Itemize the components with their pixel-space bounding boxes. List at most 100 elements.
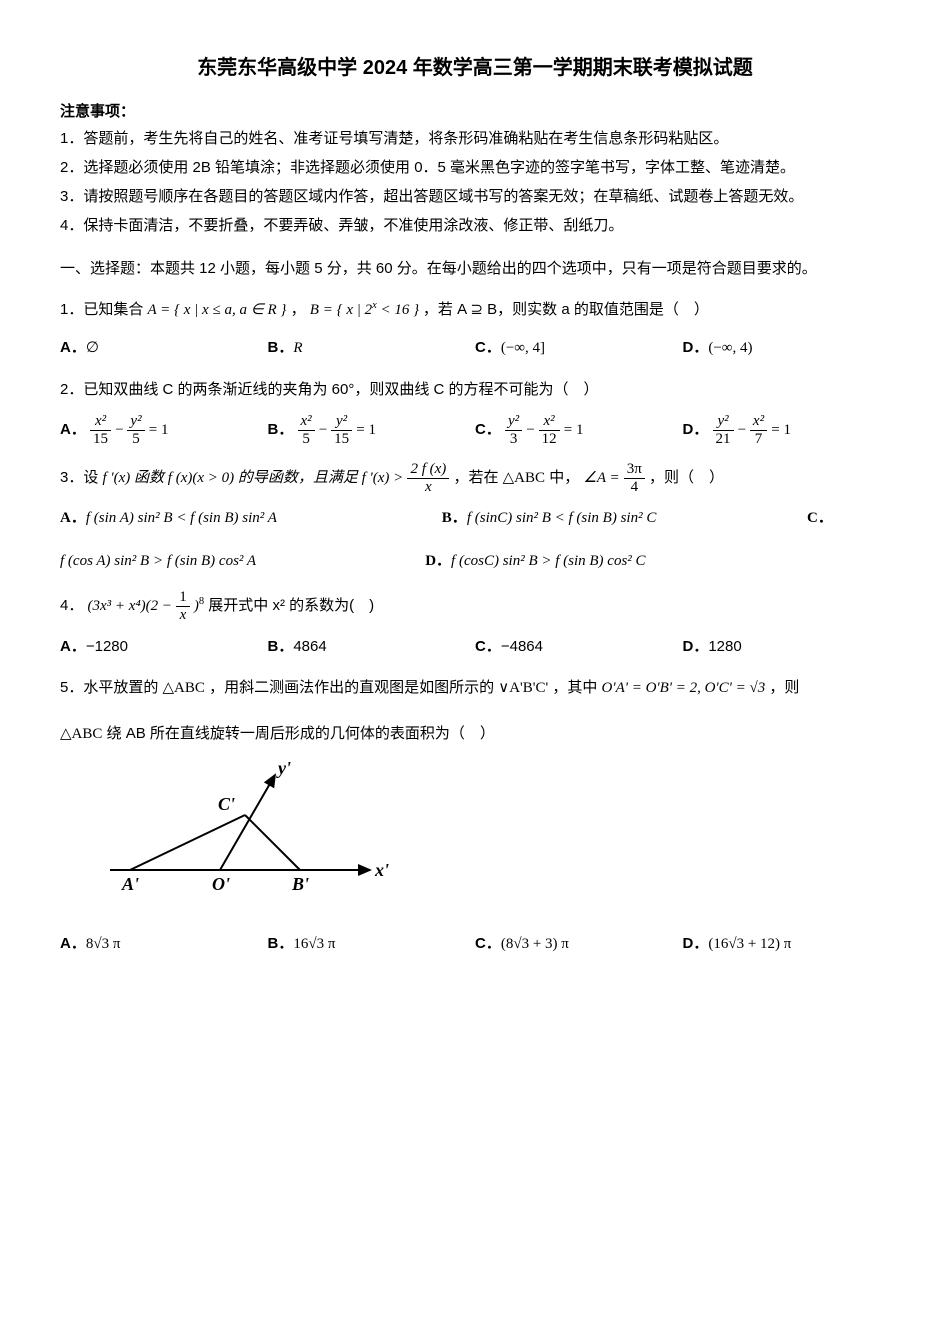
q2C-num1: y² bbox=[505, 413, 522, 431]
q3-pre: 3．设 bbox=[60, 469, 103, 486]
q2C-den2: 12 bbox=[539, 431, 560, 448]
q2-opt-B: B． x²5 − y²15 = 1 bbox=[268, 413, 476, 447]
exam-title: 东莞东华高级中学 2024 年数学高三第一学期期末联考模拟试题 bbox=[60, 50, 890, 86]
q5-D-val: (16√3 + 12) π bbox=[708, 936, 791, 952]
q2A-num2: y² bbox=[127, 413, 144, 431]
q1-C-val: (−∞, 4] bbox=[501, 340, 545, 356]
q5-line2b: 绕 AB 所在直线旋转一周后形成的几何体的表面积为（ ） bbox=[107, 725, 495, 742]
q4-opt-C: C．−4864 bbox=[475, 633, 683, 660]
q5-options: A．8√3 π B．16√3 π C．(8√3 + 3) π D．(16√3 +… bbox=[60, 930, 890, 958]
notice-item: 2．选择题必须使用 2B 铅笔填涂；非选择题必须使用 0．5 毫米黑色字迹的签字… bbox=[60, 154, 890, 181]
q5-opt-A: A．8√3 π bbox=[60, 930, 268, 958]
q1-text: 1．已知集合 bbox=[60, 301, 148, 318]
q5-opt-B: B．16√3 π bbox=[268, 930, 476, 958]
q1-setA: A = { x | x ≤ a, a ∈ R } bbox=[148, 302, 287, 318]
q3-opt-C-label: C． bbox=[807, 505, 890, 532]
q1-opt-C: C．(−∞, 4] bbox=[475, 334, 683, 362]
q3-angle-l: ∠A = bbox=[583, 470, 619, 486]
q5-mid2: ，其中 bbox=[552, 679, 601, 696]
q3-opt-B: B．f (sinC) sin² B < f (sin B) sin² C bbox=[442, 505, 807, 532]
q4-pre: 4． bbox=[60, 597, 83, 614]
q2-opt-A: A． x²15 − y²5 = 1 bbox=[60, 413, 268, 447]
q5-opt-C: C．(8√3 + 3) π bbox=[475, 930, 683, 958]
question-4: 4． (3x³ + x⁴)(2 − 1x )8 展开式中 x² 的系数为( ) bbox=[60, 589, 890, 623]
q2A-den2: 5 bbox=[127, 431, 144, 448]
q3-opt-D: D．f (cosC) sin² B > f (sin B) cos² C bbox=[425, 548, 890, 575]
q2-opt-D: D． y²21 − x²7 = 1 bbox=[683, 413, 891, 447]
notice-item: 3．请按照题号顺序在各题目的答题区域内作答，超出答题区域书写的答案无效；在草稿纸… bbox=[60, 183, 890, 210]
q4-opt-B: B．4864 bbox=[268, 633, 476, 660]
q3-options-row2: f (cos A) sin² B > f (sin B) cos² A D．f … bbox=[60, 548, 890, 575]
q3-angle-den: 4 bbox=[624, 479, 645, 496]
q1-after: ，若 A ⊇ B，则实数 a 的取值范围是（ ） bbox=[423, 301, 709, 318]
q3-C-lbl: C． bbox=[807, 510, 833, 526]
q1-opt-D: D．(−∞, 4) bbox=[683, 334, 891, 362]
q2B-den2: 15 bbox=[331, 431, 352, 448]
q3-mid2: 中， bbox=[549, 469, 579, 486]
q3-part1: f '(x) 函数 f (x)(x > 0) 的导函数，且满足 bbox=[103, 470, 362, 486]
q5-mid3: ，则 bbox=[769, 679, 799, 696]
q3-angle-num: 3π bbox=[624, 461, 645, 479]
q3-opt-C: f (cos A) sin² B > f (sin B) cos² A bbox=[60, 548, 425, 575]
q3-B-val: f (sinC) sin² B < f (sin B) sin² C bbox=[467, 510, 657, 526]
label-y: y' bbox=[276, 760, 291, 778]
q3-after: ，则（ ） bbox=[649, 469, 724, 486]
q4-C-val: −4864 bbox=[501, 638, 543, 655]
q4-expr-l: (3x³ + x⁴)(2 − bbox=[88, 598, 173, 614]
q5-oa: O'A' = O'B' = 2, O'C' = √3 bbox=[602, 680, 766, 696]
question-5-line2: △ABC 绕 AB 所在直线旋转一周后形成的几何体的表面积为（ ） bbox=[60, 720, 890, 748]
q2C-num2: x² bbox=[539, 413, 560, 431]
q3-opt-A: A．f (sin A) sin² B < f (sin B) sin² A bbox=[60, 505, 442, 532]
q2B-den1: 5 bbox=[298, 431, 315, 448]
q1-D-val: (−∞, 4) bbox=[708, 340, 752, 356]
q5-A-val: 8√3 π bbox=[86, 936, 121, 952]
q1-opt-A: A．∅ bbox=[60, 334, 268, 362]
q2C-den1: 3 bbox=[505, 431, 522, 448]
q2A-den1: 15 bbox=[90, 431, 111, 448]
label-O: O' bbox=[212, 874, 230, 894]
q5-mid1: ，用斜二测画法作出的直观图是如图所示的 bbox=[209, 679, 498, 696]
q3-A-val: f (sin A) sin² B < f (sin B) sin² A bbox=[86, 510, 277, 526]
q1-setB-l: B = { x | 2 bbox=[310, 302, 372, 318]
q5-opt-D: D．(16√3 + 12) π bbox=[683, 930, 891, 958]
q4-B-val: 4864 bbox=[293, 638, 326, 655]
q2-options: A． x²15 − y²5 = 1 B． x²5 − y²15 = 1 C． y… bbox=[60, 413, 890, 447]
q5-diagram: y' x' A' O' B' C' bbox=[100, 760, 890, 920]
q3-options-row1: A．f (sin A) sin² B < f (sin B) sin² A B．… bbox=[60, 505, 890, 532]
label-A: A' bbox=[121, 874, 139, 894]
q4-pow: 8 bbox=[199, 596, 204, 607]
q4-A-val: −1280 bbox=[86, 638, 128, 655]
q2D-den2: 7 bbox=[750, 431, 767, 448]
q5-pre: 5．水平放置的 bbox=[60, 679, 163, 696]
q1-B-val: R bbox=[293, 340, 302, 356]
q3-D-val: f (cosC) sin² B > f (sin B) cos² C bbox=[451, 553, 646, 569]
q1-A-val: ∅ bbox=[86, 340, 99, 356]
oblique-diagram-svg: y' x' A' O' B' C' bbox=[100, 760, 400, 910]
q3-ineq-num: 2 f (x) bbox=[407, 461, 449, 479]
q2D-num2: x² bbox=[750, 413, 767, 431]
question-1: 1．已知集合 A = { x | x ≤ a, a ∈ R } ， B = { … bbox=[60, 296, 890, 324]
q5-abc: △ABC bbox=[163, 680, 205, 696]
q1-setB: B = { x | 2x < 16 } bbox=[310, 302, 423, 318]
q1-opt-B: B．R bbox=[268, 334, 476, 362]
q2B-num2: y² bbox=[331, 413, 352, 431]
q2A-num1: x² bbox=[90, 413, 111, 431]
q4-den: x bbox=[176, 607, 190, 624]
q3-mid1: ，若在 bbox=[453, 469, 502, 486]
q5-line2a: △ABC bbox=[60, 726, 102, 742]
q1-setB-r: < 16 } bbox=[377, 302, 419, 318]
q2D-den1: 21 bbox=[713, 431, 734, 448]
q3-C-val: f (cos A) sin² B > f (sin B) cos² A bbox=[60, 553, 256, 569]
notice-item: 4．保持卡面清洁，不要折叠，不要弄破、弄皱，不准使用涂改液、修正带、刮纸刀。 bbox=[60, 212, 890, 239]
q4-options: A．−1280 B．4864 C．−4864 D．1280 bbox=[60, 633, 890, 660]
section-intro: 一、选择题：本题共 12 小题，每小题 5 分，共 60 分。在每小题给出的四个… bbox=[60, 255, 890, 282]
q4-opt-D: D．1280 bbox=[683, 633, 891, 660]
question-2: 2．已知双曲线 C 的两条渐近线的夹角为 60°，则双曲线 C 的方程不可能为（… bbox=[60, 376, 890, 403]
q4-D-val: 1280 bbox=[708, 638, 741, 655]
q3-ineq-den: x bbox=[407, 479, 449, 496]
label-B: B' bbox=[291, 874, 309, 894]
notice-heading: 注意事项： bbox=[60, 98, 890, 125]
q5-C-val: (8√3 + 3) π bbox=[501, 936, 569, 952]
q3-ineq-l: f '(x) > bbox=[362, 470, 404, 486]
q1-mid: ， bbox=[291, 301, 306, 318]
